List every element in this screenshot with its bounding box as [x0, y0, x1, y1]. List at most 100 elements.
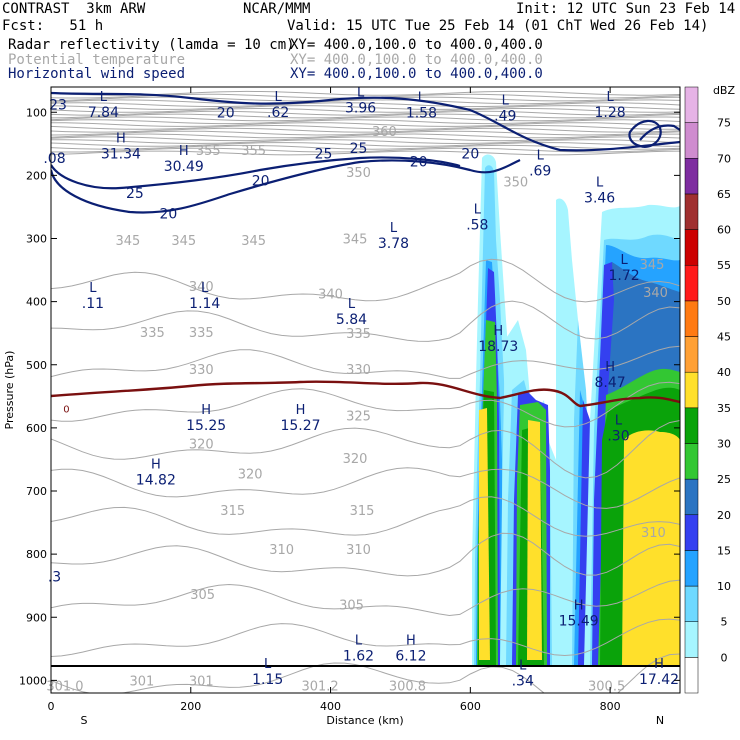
theta-label: 310	[346, 543, 371, 558]
hl-value: 7.84	[88, 105, 119, 121]
potential-temperature-labels: 360 355 355 350 350 345 345 345 345 345 340 340 340 3…	[46, 125, 668, 694]
wind-contour-20-upper	[51, 91, 680, 152]
x-tick-label: 200	[180, 700, 201, 713]
y-tick-label: 900	[26, 611, 47, 624]
theta-label: 330	[346, 363, 371, 378]
hl-value: 3.96	[345, 100, 376, 116]
theta-contour-stratosphere	[51, 150, 680, 156]
colorbar-swatch	[684, 514, 699, 551]
model-title: CONTRAST 3km ARW	[2, 1, 146, 17]
north-end-label: N	[656, 714, 664, 727]
colorbar-swatch	[684, 336, 699, 373]
theta-label: 310	[641, 526, 666, 541]
colorbar-tick-label: 35	[717, 402, 731, 415]
y-axis-label: Pressure (hPa)	[3, 351, 16, 430]
theta-contour-stratosphere	[51, 110, 680, 116]
y-tick-label: 600	[26, 422, 47, 435]
plot-frame	[50, 86, 681, 694]
colorbar: 0 5 10 15 20 25 30 35 40 45 50 55 60 65 70 75 dBZ	[684, 84, 735, 694]
colorbar-tick-label: 25	[717, 473, 731, 486]
theta-label: 315	[220, 504, 245, 519]
theta-contour	[51, 345, 680, 379]
colorbar-swatch	[684, 158, 699, 195]
reflectivity-40dbz	[527, 420, 542, 660]
theta-contour	[51, 420, 680, 479]
theta-label: 340	[643, 286, 668, 301]
theta-contour	[51, 381, 680, 428]
hl-value: 15.27	[280, 418, 320, 434]
theta-label: 320	[343, 452, 368, 467]
hl-value: .49	[494, 109, 516, 125]
theta-label: 335	[140, 326, 165, 341]
theta-label: 355	[196, 144, 221, 159]
theta-label: 330	[189, 363, 214, 378]
colorbar-swatch	[684, 585, 699, 622]
theta-label: 345	[115, 234, 140, 249]
colorbar-swatch	[684, 300, 699, 337]
x-tick-label: 400	[320, 700, 341, 713]
wind-label: 20	[461, 146, 479, 162]
y-tick-label: 800	[26, 548, 47, 561]
colorbar-tick-label: 5	[721, 616, 728, 629]
forecast-hour: Fcst: 51 h	[2, 18, 104, 34]
colorbar-tick-label: 0	[721, 651, 728, 664]
field-theta-name: Potential temperature	[8, 52, 186, 68]
colorbar-swatch	[684, 478, 699, 516]
hl-symbol: L	[89, 281, 97, 296]
wind-contour-20-lower	[51, 159, 521, 214]
field-reflectivity-xy: XY= 400.0,100.0 to 400.0,400.0	[290, 37, 543, 53]
theta-contour	[51, 258, 680, 303]
hl-symbol: H	[116, 132, 126, 147]
hl-value: 8.47	[595, 375, 626, 391]
theta-contour	[51, 618, 680, 657]
hl-value: 6.12	[395, 648, 426, 664]
y-tick-label: 200	[26, 169, 47, 182]
wind-label: 20	[217, 105, 235, 121]
theta-label: 350	[503, 176, 528, 191]
field-theta-xy: XY= 400.0,100.0 to 400.0,400.0	[290, 52, 543, 68]
wind-contour-25	[51, 156, 461, 190]
theta-contour	[51, 579, 680, 617]
theta-contour-stratosphere	[51, 113, 680, 119]
x-tick-label: 0	[48, 700, 55, 713]
hl-symbol: L	[502, 94, 510, 109]
hl-symbol: L	[620, 253, 628, 268]
theta-contour-stratosphere	[51, 144, 680, 150]
wind-label: 20	[159, 206, 177, 222]
theta-label: 310	[269, 543, 294, 558]
colorbar-tick-label: 10	[717, 580, 731, 593]
theta-contour	[51, 532, 680, 577]
hl-symbol: L	[474, 202, 482, 217]
hl-symbol: L	[357, 85, 365, 100]
hl-value: .58	[466, 217, 488, 233]
hl-value: 1.62	[343, 648, 374, 664]
valid-time: Valid: 15 UTC Tue 25 Feb 14 (01 ChT Wed …	[287, 18, 709, 34]
hl-symbol: L	[615, 414, 623, 429]
theta-contour-stratosphere	[51, 119, 680, 125]
theta-contour-stratosphere	[51, 116, 680, 122]
wind-speed-labels: 23 20 20 25 25 20 25 20 20	[49, 98, 479, 223]
theta-contour-stratosphere	[51, 99, 680, 105]
colorbar-tick-label: 20	[717, 509, 731, 522]
reflectivity-field	[472, 154, 680, 665]
theta-label: 335	[346, 327, 371, 342]
hl-value: .11	[82, 296, 104, 312]
theta-contour	[51, 496, 680, 537]
colorbar-tick-label: 60	[717, 224, 731, 237]
colorbar-swatch	[684, 193, 699, 230]
hl-symbol: L	[201, 281, 209, 296]
hl-value: 3.78	[378, 236, 409, 252]
reflectivity-35dbz	[604, 436, 620, 665]
hl-symbol: H	[574, 599, 584, 614]
wind-label: 25	[350, 141, 368, 157]
init-time: Init: 12 UTC Sun 23 Feb 14	[516, 1, 736, 17]
hl-value: 18.73	[478, 339, 518, 355]
hl-symbol: L	[537, 149, 545, 164]
theta-label: 345	[640, 258, 665, 273]
hl-symbol: H	[201, 403, 211, 418]
hl-value: .30	[607, 429, 629, 445]
hl-value: 17.42	[639, 672, 679, 688]
theta-label: 345	[171, 234, 196, 249]
hl-symbol: L	[596, 176, 604, 191]
